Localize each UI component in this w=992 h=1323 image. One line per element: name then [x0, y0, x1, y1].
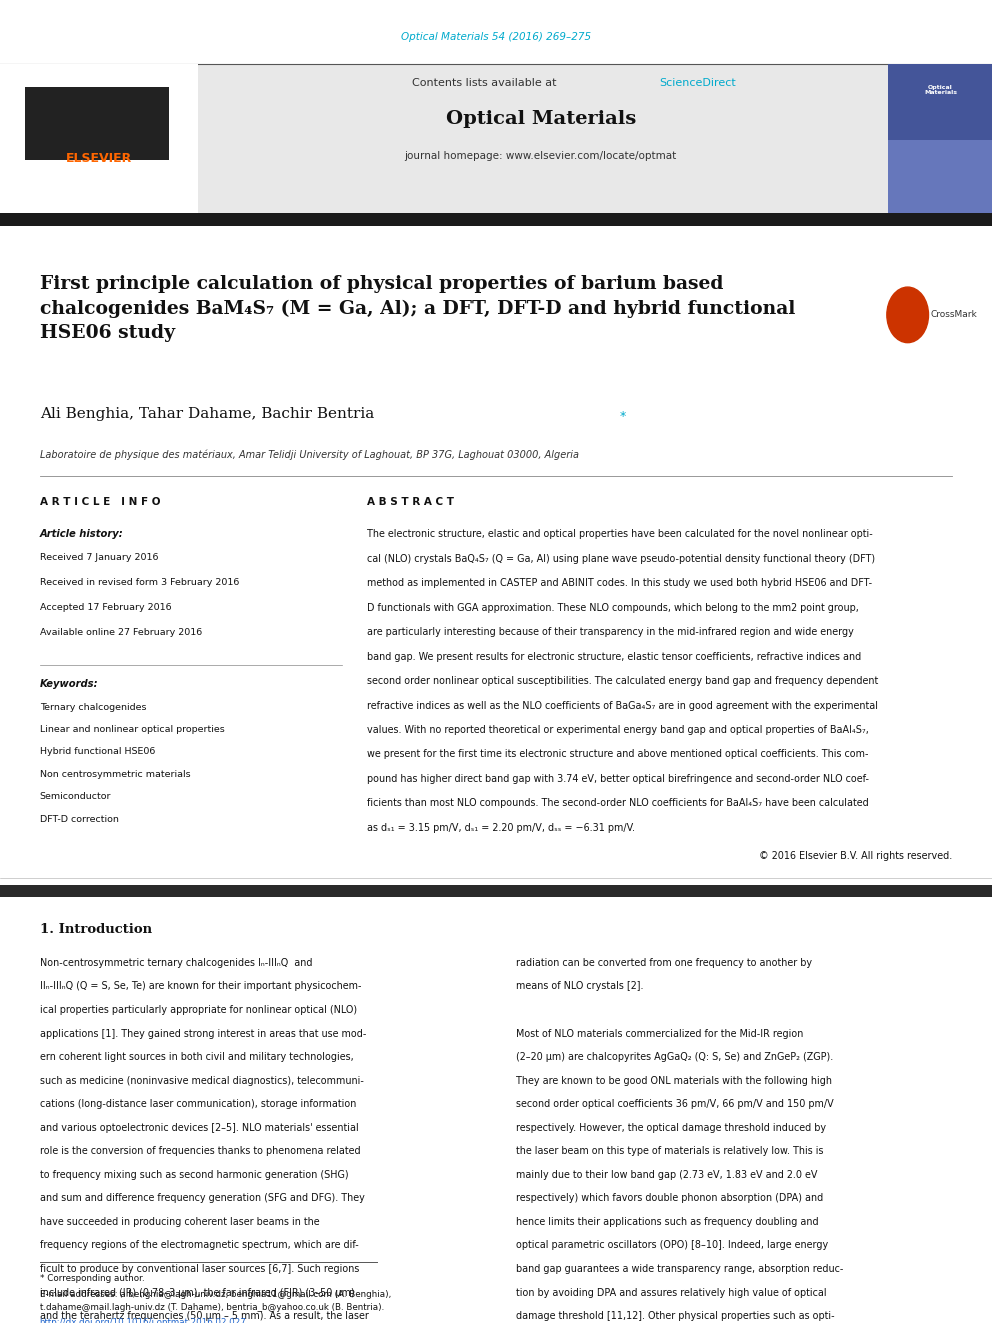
Text: cal (NLO) crystals BaQ₄S₇ (Q = Ga, Al) using plane wave pseudo-potential density: cal (NLO) crystals BaQ₄S₇ (Q = Ga, Al) u…	[367, 554, 875, 564]
Text: ⁎: ⁎	[620, 407, 626, 421]
Text: Non centrosymmetric materials: Non centrosymmetric materials	[40, 770, 190, 779]
Text: tion by avoiding DPA and assures relatively high value of optical: tion by avoiding DPA and assures relativ…	[516, 1287, 826, 1298]
Text: and various optoelectronic devices [2–5]. NLO materials' essential: and various optoelectronic devices [2–5]…	[40, 1123, 358, 1132]
Text: second order optical coefficients 36 pm/V, 66 pm/V and 150 pm/V: second order optical coefficients 36 pm/…	[516, 1099, 833, 1109]
Text: have succeeded in producing coherent laser beams in the: have succeeded in producing coherent las…	[40, 1217, 319, 1226]
Text: are particularly interesting because of their transparency in the mid-infrared r: are particularly interesting because of …	[367, 627, 854, 638]
Text: refractive indices as well as the NLO coefficients of BaGa₄S₇ are in good agreem: refractive indices as well as the NLO co…	[367, 701, 878, 710]
Text: 1. Introduction: 1. Introduction	[40, 923, 152, 937]
Text: respectively) which favors double phonon absorption (DPA) and: respectively) which favors double phonon…	[516, 1193, 823, 1204]
Text: damage threshold [11,12]. Other physical properties such as opti-: damage threshold [11,12]. Other physical…	[516, 1311, 834, 1322]
Text: A R T I C L E   I N F O: A R T I C L E I N F O	[40, 497, 160, 508]
Text: hence limits their applications such as frequency doubling and: hence limits their applications such as …	[516, 1217, 818, 1226]
Text: Available online 27 February 2016: Available online 27 February 2016	[40, 628, 202, 638]
Text: CrossMark: CrossMark	[930, 311, 977, 319]
Text: values. With no reported theoretical or experimental energy band gap and optical: values. With no reported theoretical or …	[367, 725, 869, 736]
Text: and sum and difference frequency generation (SFG and DFG). They: and sum and difference frequency generat…	[40, 1193, 364, 1204]
Text: means of NLO crystals [2].: means of NLO crystals [2].	[516, 982, 644, 991]
Text: (2–20 μm) are chalcopyrites AgGaQ₂ (Q: S, Se) and ZnGeP₂ (ZGP).: (2–20 μm) are chalcopyrites AgGaQ₂ (Q: S…	[516, 1052, 833, 1062]
Text: ern coherent light sources in both civil and military technologies,: ern coherent light sources in both civil…	[40, 1052, 353, 1062]
Circle shape	[887, 287, 929, 343]
Text: http://dx.doi.org/10.1016/j.optmat.2016.02.027: http://dx.doi.org/10.1016/j.optmat.2016.…	[40, 1318, 247, 1323]
Text: The electronic structure, elastic and optical properties have been calculated fo: The electronic structure, elastic and op…	[367, 529, 873, 540]
Text: * Corresponding author.: * Corresponding author.	[40, 1274, 144, 1283]
Text: ical properties particularly appropriate for nonlinear optical (NLO): ical properties particularly appropriate…	[40, 1005, 357, 1015]
Text: Optical Materials: Optical Materials	[445, 110, 636, 128]
Text: Ali Benghia, Tahar Dahame, Bachir Bentria: Ali Benghia, Tahar Dahame, Bachir Bentri…	[40, 407, 374, 422]
Bar	[25, 87, 169, 160]
Text: Optical
Materials: Optical Materials	[924, 85, 957, 95]
Text: t.dahame@mail.lagh-univ.dz (T. Dahame), bentria_b@yahoo.co.uk (B. Bentria).: t.dahame@mail.lagh-univ.dz (T. Dahame), …	[40, 1303, 384, 1312]
Text: Article history:: Article history:	[40, 529, 123, 540]
Text: © 2016 Elsevier B.V. All rights reserved.: © 2016 Elsevier B.V. All rights reserved…	[759, 851, 952, 861]
Text: Non-centrosymmetric ternary chalcogenides Iₙ-IIIₙQ  and: Non-centrosymmetric ternary chalcogenide…	[40, 958, 312, 968]
Text: second order nonlinear optical susceptibilities. The calculated energy band gap : second order nonlinear optical susceptib…	[367, 676, 878, 687]
Text: respectively. However, the optical damage threshold induced by: respectively. However, the optical damag…	[516, 1123, 826, 1132]
Text: A B S T R A C T: A B S T R A C T	[367, 497, 454, 508]
Text: Received in revised form 3 February 2016: Received in revised form 3 February 2016	[40, 578, 239, 587]
Text: Keywords:: Keywords:	[40, 679, 98, 689]
Text: include infrared (IR) (0.78–3 μm), the far infrared (FIR) (3–50 μm): include infrared (IR) (0.78–3 μm), the f…	[40, 1287, 354, 1298]
Text: such as medicine (noninvasive medical diagnostics), telecommuni-: such as medicine (noninvasive medical di…	[40, 1076, 363, 1086]
Bar	[0, 64, 992, 220]
Text: journal homepage: www.elsevier.com/locate/optmat: journal homepage: www.elsevier.com/locat…	[405, 151, 677, 161]
Bar	[888, 64, 992, 220]
Bar	[888, 64, 992, 140]
Text: ficult to produce by conventional laser sources [6,7]. Such regions: ficult to produce by conventional laser …	[40, 1263, 359, 1274]
Text: band gap guarantees a wide transparency range, absorption reduc-: band gap guarantees a wide transparency …	[516, 1263, 843, 1274]
Text: to frequency mixing such as second harmonic generation (SHG): to frequency mixing such as second harmo…	[40, 1170, 348, 1180]
Bar	[0, 885, 992, 897]
Text: band gap. We present results for electronic structure, elastic tensor coefficien: band gap. We present results for electro…	[367, 652, 861, 662]
Text: Hybrid functional HSE06: Hybrid functional HSE06	[40, 747, 155, 757]
Text: D functionals with GGA approximation. These NLO compounds, which belong to the m: D functionals with GGA approximation. Th…	[367, 602, 859, 613]
Text: E-mail addresses: a.benghia@lagh-univ.dz, benghia11@gmail.com (A. Benghia),: E-mail addresses: a.benghia@lagh-univ.dz…	[40, 1290, 391, 1299]
Text: frequency regions of the electromagnetic spectrum, which are dif-: frequency regions of the electromagnetic…	[40, 1241, 358, 1250]
Text: Linear and nonlinear optical properties: Linear and nonlinear optical properties	[40, 725, 224, 734]
Text: we present for the first time its electronic structure and above mentioned optic: we present for the first time its electr…	[367, 749, 869, 759]
Text: Semiconductor: Semiconductor	[40, 792, 111, 802]
Text: radiation can be converted from one frequency to another by: radiation can be converted from one freq…	[516, 958, 812, 968]
Text: ELSEVIER: ELSEVIER	[66, 152, 132, 165]
Text: pound has higher direct band gap with 3.74 eV, better optical birefringence and : pound has higher direct band gap with 3.…	[367, 774, 869, 785]
Bar	[0, 213, 992, 226]
Text: method as implemented in CASTEP and ABINIT codes. In this study we used both hyb: method as implemented in CASTEP and ABIN…	[367, 578, 872, 589]
Text: IIₙ-IIIₙQ (Q = S, Se, Te) are known for their important physicochem-: IIₙ-IIIₙQ (Q = S, Se, Te) are known for …	[40, 982, 361, 991]
Text: and the terahertz frequencies (50 μm – 5 mm). As a result, the laser: and the terahertz frequencies (50 μm – 5…	[40, 1311, 369, 1322]
Text: as dₛ₁ = 3.15 pm/V, dₛ₁ = 2.20 pm/V, dₛₛ = −6.31 pm/V.: as dₛ₁ = 3.15 pm/V, dₛ₁ = 2.20 pm/V, dₛₛ…	[367, 823, 635, 833]
Text: applications [1]. They gained strong interest in areas that use mod-: applications [1]. They gained strong int…	[40, 1028, 366, 1039]
Text: Optical Materials 54 (2016) 269–275: Optical Materials 54 (2016) 269–275	[401, 32, 591, 42]
Text: Contents lists available at: Contents lists available at	[412, 78, 559, 89]
Text: role is the conversion of frequencies thanks to phenomena related: role is the conversion of frequencies th…	[40, 1146, 360, 1156]
Text: Most of NLO materials commercialized for the Mid-IR region: Most of NLO materials commercialized for…	[516, 1028, 804, 1039]
Text: Ternary chalcogenides: Ternary chalcogenides	[40, 703, 146, 712]
Text: DFT-D correction: DFT-D correction	[40, 815, 119, 824]
Text: the laser beam on this type of materials is relatively low. This is: the laser beam on this type of materials…	[516, 1146, 823, 1156]
Text: Received 7 January 2016: Received 7 January 2016	[40, 553, 158, 562]
Text: Accepted 17 February 2016: Accepted 17 February 2016	[40, 603, 172, 613]
Bar	[0, 64, 198, 220]
Text: optical parametric oscillators (OPO) [8–10]. Indeed, large energy: optical parametric oscillators (OPO) [8–…	[516, 1241, 828, 1250]
Text: Laboratoire de physique des matériaux, Amar Telidji University of Laghouat, BP 3: Laboratoire de physique des matériaux, A…	[40, 450, 578, 460]
Text: ficients than most NLO compounds. The second-order NLO coefficients for BaAl₄S₇ : ficients than most NLO compounds. The se…	[367, 799, 869, 808]
Text: ScienceDirect: ScienceDirect	[660, 78, 736, 89]
Text: They are known to be good ONL materials with the following high: They are known to be good ONL materials …	[516, 1076, 832, 1086]
Text: cations (long-distance laser communication), storage information: cations (long-distance laser communicati…	[40, 1099, 356, 1109]
Text: mainly due to their low band gap (2.73 eV, 1.83 eV and 2.0 eV: mainly due to their low band gap (2.73 e…	[516, 1170, 817, 1180]
Text: First principle calculation of physical properties of barium based
chalcogenides: First principle calculation of physical …	[40, 275, 795, 343]
